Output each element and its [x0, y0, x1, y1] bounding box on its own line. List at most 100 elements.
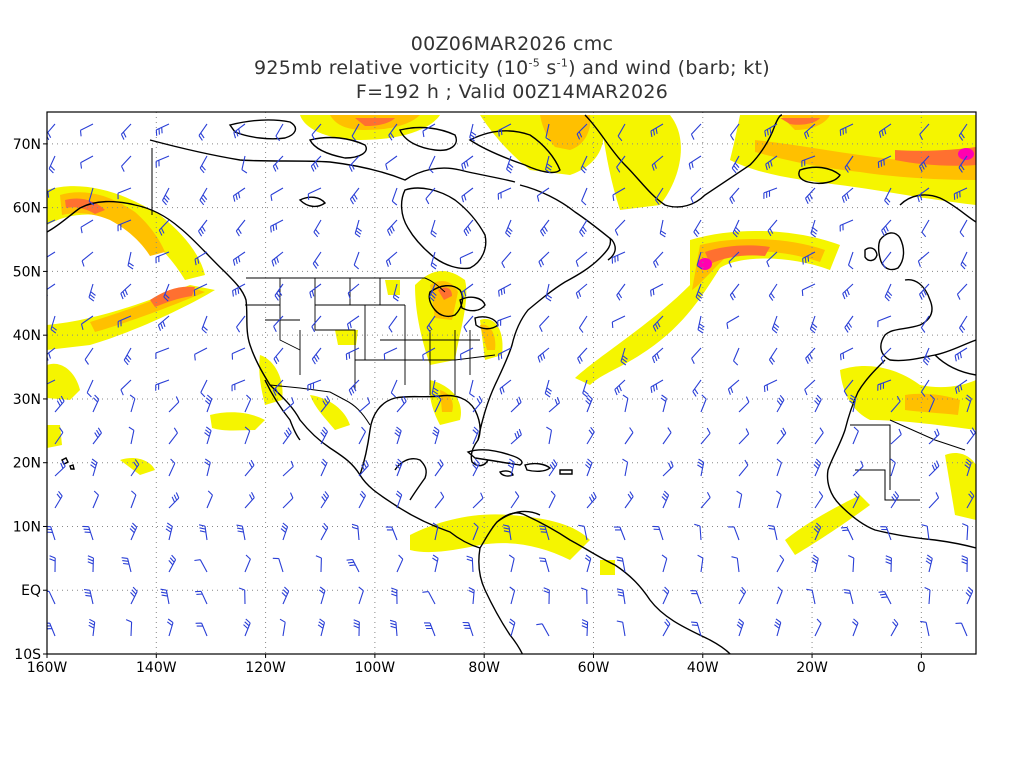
wind-barb	[919, 155, 930, 172]
boundary-africa-3	[855, 469, 920, 501]
wind-barb	[47, 347, 56, 361]
wind-barb	[585, 394, 593, 413]
wind-barb	[843, 379, 854, 397]
wind-barb	[128, 426, 135, 445]
coast-south-america-north	[478, 547, 524, 654]
wind-barb	[960, 251, 968, 270]
lat-label: 70N	[13, 137, 41, 153]
wind-barb	[117, 315, 132, 328]
wind-barb	[47, 187, 56, 198]
wind-barb	[425, 187, 436, 205]
wind-barb	[917, 187, 930, 203]
wind-barb	[79, 123, 94, 137]
wind-barb	[880, 526, 892, 541]
coast-gulf-mexico	[359, 394, 489, 476]
wind-barb	[884, 283, 893, 302]
wind-barb	[47, 219, 56, 225]
wind-barb	[236, 315, 246, 333]
wind-barb	[90, 458, 98, 477]
wind-barb	[611, 251, 626, 264]
wind-barb	[612, 187, 626, 201]
coast-yucatan	[394, 458, 427, 501]
coast-south-america-caribbean	[496, 510, 541, 523]
wind-barb	[168, 554, 177, 573]
wind-barb	[385, 526, 398, 541]
wind-barb	[890, 458, 896, 477]
wind-barb	[320, 491, 330, 509]
wind-barb	[54, 460, 66, 477]
wind-barb	[697, 458, 705, 477]
wind-barb	[200, 379, 208, 398]
title-line-2-mid: s	[540, 57, 557, 79]
wind-barb	[774, 618, 782, 637]
coast-hispaniola	[524, 462, 552, 473]
wind-barb	[766, 251, 778, 268]
wind-barb	[810, 219, 818, 238]
wind-barb	[232, 187, 246, 202]
wind-barb	[385, 155, 398, 171]
lon-label: 120W	[245, 660, 286, 676]
wind-barb	[878, 123, 892, 138]
wind-barb	[195, 590, 208, 605]
wind-barb	[422, 123, 436, 138]
wind-barb	[388, 315, 398, 333]
wind-barb	[472, 426, 479, 445]
wind-barb	[577, 347, 588, 364]
wind-barb	[920, 620, 930, 637]
lon-label: 0	[917, 660, 926, 676]
wind-barb	[166, 618, 174, 637]
wind-barb	[539, 525, 550, 541]
wind-barb	[282, 460, 294, 477]
wind-barb	[539, 557, 550, 573]
wind-barb	[776, 554, 785, 573]
wind-barb	[168, 458, 176, 477]
wind-barb	[462, 621, 474, 637]
wind-barb	[690, 123, 702, 140]
coast-north-america-west	[47, 200, 481, 549]
wind-barb	[964, 458, 972, 477]
lat-label: 20N	[13, 456, 41, 472]
wind-barb	[243, 618, 251, 637]
wind-barb	[539, 315, 550, 332]
wind-barb	[580, 587, 588, 605]
wind-barb	[691, 347, 702, 364]
wind-barb	[434, 394, 442, 413]
wind-barb	[320, 522, 329, 541]
wind-barb	[954, 347, 968, 362]
wind-barb	[125, 619, 133, 637]
wind-barb	[346, 315, 360, 330]
wind-barb	[199, 155, 208, 174]
wind-barb	[961, 555, 968, 573]
wind-barb	[844, 315, 854, 333]
wind-barb	[510, 491, 520, 509]
wind-barb	[738, 586, 747, 605]
wind-barb	[965, 586, 974, 605]
wind-barb	[501, 251, 512, 269]
wind-barb	[244, 394, 252, 413]
wind-barb	[204, 426, 212, 445]
wind-barb	[346, 558, 360, 573]
wind-barb	[273, 347, 284, 365]
wind-barb	[581, 187, 588, 206]
wind-barb	[509, 586, 516, 605]
wind-barb	[461, 187, 474, 203]
wind-barb	[928, 428, 940, 445]
wind-barb	[432, 554, 439, 573]
wind-barb	[655, 187, 664, 205]
wind-barb	[841, 187, 854, 203]
wind-barb	[238, 587, 246, 605]
wind-barb	[468, 587, 475, 605]
wind-barb	[472, 458, 480, 477]
wind-barb	[434, 459, 444, 477]
wind-barb	[616, 588, 626, 605]
wind-barb	[852, 618, 859, 637]
wind-barb	[120, 123, 132, 140]
wind-barb	[461, 283, 474, 299]
wind-barb	[353, 251, 360, 270]
wind-barb	[890, 618, 899, 637]
lat-label: 10N	[13, 519, 41, 535]
wind-barb	[925, 554, 933, 573]
wind-barb	[738, 396, 750, 413]
wind-barb	[498, 123, 512, 137]
wind-barb	[651, 155, 664, 171]
